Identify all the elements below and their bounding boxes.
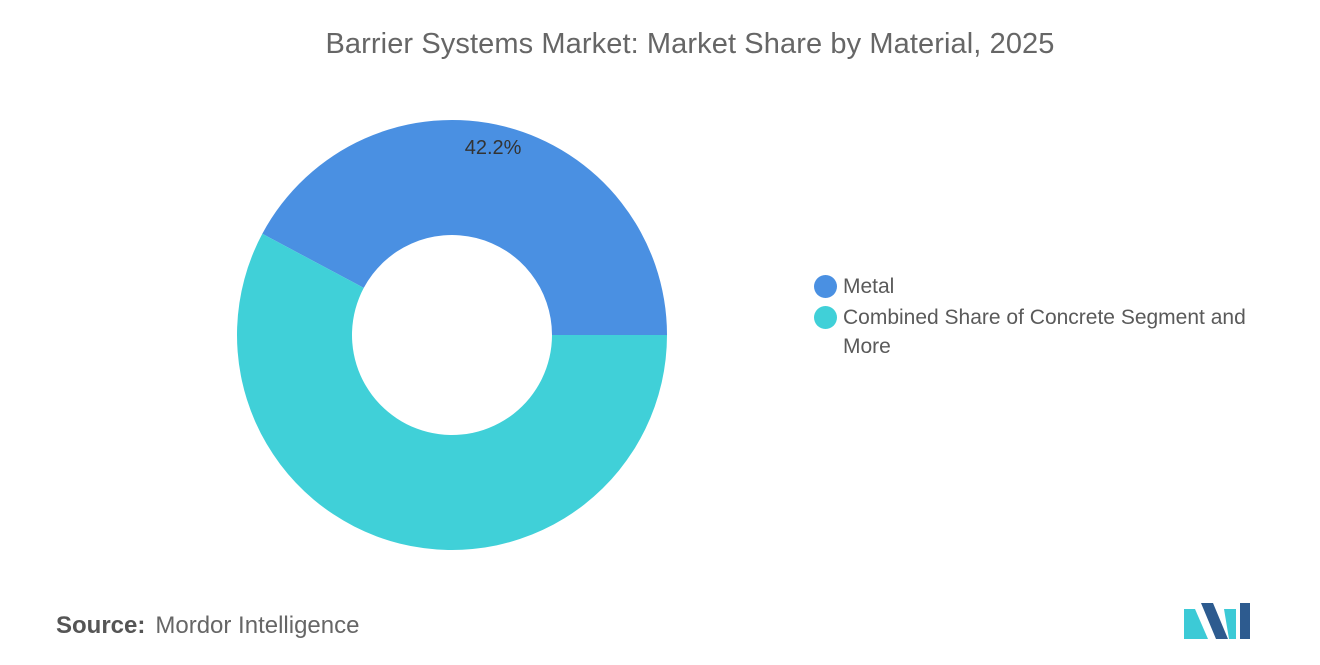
donut-slices <box>237 119 668 550</box>
mordor-intelligence-logo-icon <box>1184 603 1250 639</box>
legend-marker-concrete-and-more <box>814 306 837 329</box>
donut-slice-0[interactable] <box>262 119 667 336</box>
legend-item-concrete-and-more[interactable]: Combined Share of Concrete Segment and M… <box>814 303 1294 361</box>
donut-slice-1[interactable] <box>237 233 668 550</box>
legend-item-metal[interactable]: Metal <box>814 272 1294 301</box>
data-label-0: 42.2% <box>465 137 522 159</box>
source-line: Source: Mordor Intelligence <box>56 612 359 640</box>
legend-label-concrete-and-more: Combined Share of Concrete Segment and M… <box>843 306 1246 358</box>
chart-title: Barrier Systems Market: Market Share by … <box>325 28 1055 60</box>
chart-legend: Metal Combined Share of Concrete Segment… <box>814 272 1294 363</box>
legend-label-metal: Metal <box>843 275 895 298</box>
source-label: Source: <box>56 612 146 639</box>
legend-marker-metal <box>814 275 837 298</box>
donut-data-labels: 42.2% <box>465 137 522 159</box>
source-value: Mordor Intelligence <box>155 612 360 639</box>
